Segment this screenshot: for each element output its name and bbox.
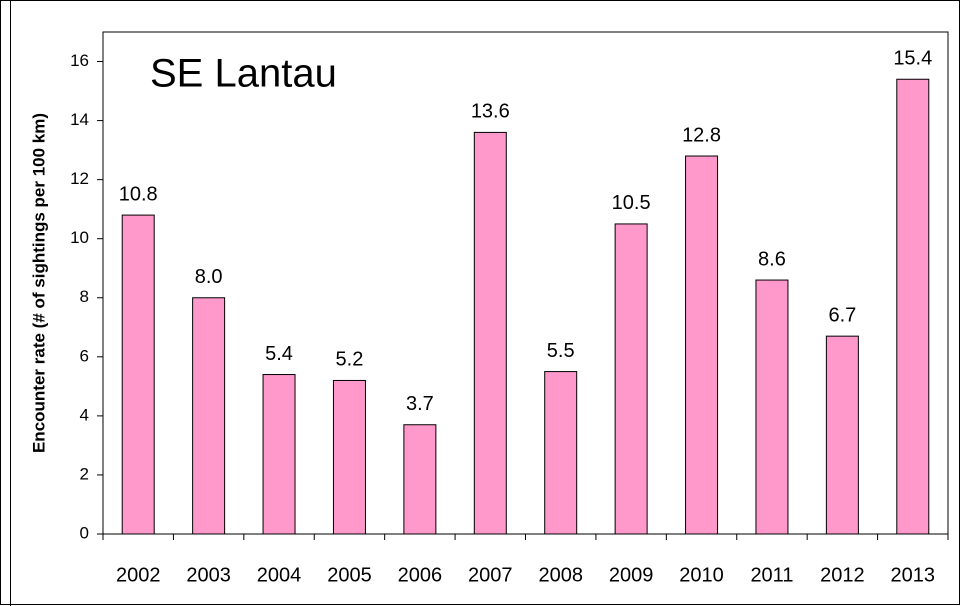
y-tick-label: 6 — [80, 346, 89, 365]
value-label: 13.6 — [471, 101, 510, 123]
x-tick-label: 2005 — [327, 564, 372, 586]
bar — [896, 78, 930, 535]
y-tick-label: 8 — [80, 287, 89, 306]
y-tick-label: 16 — [70, 51, 89, 70]
value-label: 10.8 — [119, 183, 158, 205]
bar — [473, 131, 507, 535]
bar — [262, 374, 296, 535]
chart-title: SE Lantau — [150, 52, 337, 96]
y-tick-label: 2 — [80, 464, 89, 483]
x-tick-label: 2011 — [750, 564, 793, 586]
x-tick-label: 2013 — [891, 564, 936, 586]
value-label: 10.5 — [612, 192, 651, 214]
x-tick-label: 2002 — [116, 564, 161, 586]
value-label: 15.4 — [893, 48, 932, 70]
value-label: 6.7 — [828, 304, 856, 326]
x-tick-label: 2009 — [609, 564, 654, 586]
y-axis-label: Encounter rate (# of sightings per 100 k… — [29, 113, 48, 453]
value-label: 8.0 — [195, 266, 223, 288]
bar — [403, 424, 437, 535]
y-tick-label: 10 — [70, 228, 89, 247]
value-label: 5.2 — [336, 349, 364, 371]
plot-frame — [102, 31, 949, 535]
x-tick-label: 2008 — [538, 564, 583, 586]
bar — [825, 335, 859, 535]
value-label: 8.6 — [758, 248, 786, 270]
x-tick-label: 2004 — [257, 564, 302, 586]
bar — [121, 214, 155, 535]
x-tick-label: 2006 — [398, 564, 443, 586]
value-label: 12.8 — [682, 124, 721, 146]
bar — [544, 371, 578, 535]
y-tick-label: 12 — [70, 169, 89, 188]
x-tick-label: 2007 — [468, 564, 513, 586]
bar — [192, 297, 226, 535]
bar — [755, 279, 789, 535]
value-label: 3.7 — [406, 393, 434, 415]
value-label: 5.5 — [547, 340, 575, 362]
x-tick-label: 2012 — [820, 564, 865, 586]
bar — [332, 379, 366, 535]
y-tick-label: 0 — [80, 523, 89, 542]
y-tick-label: 14 — [70, 110, 89, 129]
bar — [685, 155, 719, 535]
bar — [614, 223, 648, 535]
value-label: 5.4 — [265, 343, 293, 365]
x-tick-label: 2003 — [186, 564, 231, 586]
x-tick-label: 2010 — [679, 564, 724, 586]
y-tick-label: 4 — [80, 405, 89, 424]
